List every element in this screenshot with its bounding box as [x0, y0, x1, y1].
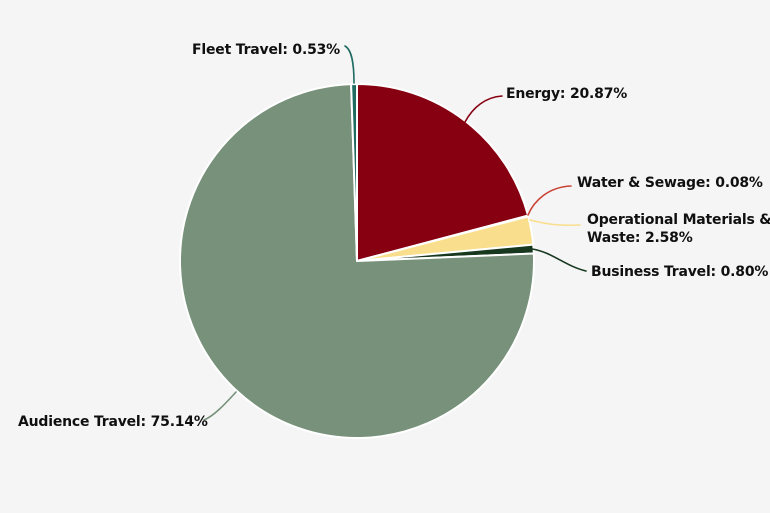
callout-energy: Energy: 20.87%: [506, 86, 628, 102]
pie-slices-group: [179, 83, 535, 440]
callout-business-travel: Business Travel: 0.80%: [591, 264, 769, 280]
leader-line-operational-materials-waste: [529, 219, 581, 227]
callout-fleet-travel: Fleet Travel: 0.53%: [192, 42, 340, 58]
leader-lines-group: [203, 45, 587, 421]
callout-audience-travel: Audience Travel: 75.14%: [18, 414, 208, 430]
leader-line-business-travel: [531, 248, 587, 272]
callout-operational-materials-waste: Operational Materials & Waste: 2.58%: [587, 212, 770, 246]
leader-line-fleet-travel: [344, 45, 355, 84]
callout-water-sewage: Water & Sewage: 0.08%: [577, 175, 763, 191]
leader-line-energy: [464, 95, 503, 123]
leader-line-audience-travel: [203, 391, 237, 421]
leader-line-water-sewage: [527, 185, 572, 216]
pie-slice-fleet-travel[interactable]: [350, 83, 358, 262]
